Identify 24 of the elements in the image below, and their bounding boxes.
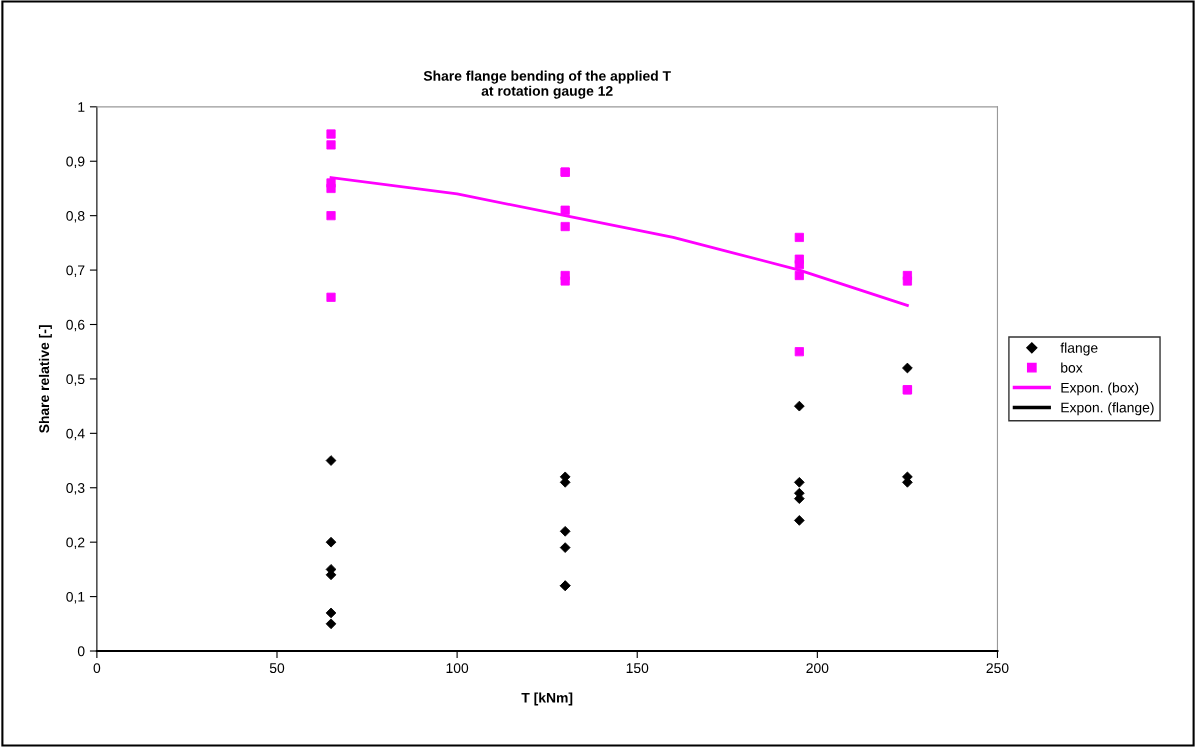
x-tick-label: 100 xyxy=(446,663,469,674)
legend-label: box xyxy=(1061,362,1083,373)
y-tick-label: 0,2 xyxy=(66,537,85,549)
y-tick-label: 0,8 xyxy=(66,210,85,223)
y-tick-label: 1 xyxy=(78,102,85,112)
legend-label: Expon. (flange) xyxy=(1061,402,1154,416)
y-tick-label: 0,7 xyxy=(66,265,85,277)
y-axis-title: Share relative [-] xyxy=(38,325,52,433)
y-tick-label: 0,6 xyxy=(66,319,85,332)
y-tick-label: 0,9 xyxy=(66,156,85,169)
y-tick-label: 0,5 xyxy=(66,374,85,386)
y-tick-label: 0,4 xyxy=(66,428,85,441)
y-tick-label: 0,3 xyxy=(66,483,85,495)
y-tick-label: 0 xyxy=(77,646,85,657)
x-tick-label: 50 xyxy=(269,663,285,674)
x-tick-label: 150 xyxy=(626,663,649,674)
chart-title: Share flange bending of the applied T at rotation gauge 12 xyxy=(423,70,671,99)
legend-label: Expon. (box) xyxy=(1061,382,1139,396)
x-axis-title: T [kNm] xyxy=(521,692,573,706)
x-tick-label: 0 xyxy=(93,663,101,674)
y-tick-label: 0,1 xyxy=(66,591,85,604)
x-tick-label: 200 xyxy=(806,663,829,674)
legend-label: flange xyxy=(1060,342,1098,356)
x-tick-label: 250 xyxy=(986,663,1009,674)
